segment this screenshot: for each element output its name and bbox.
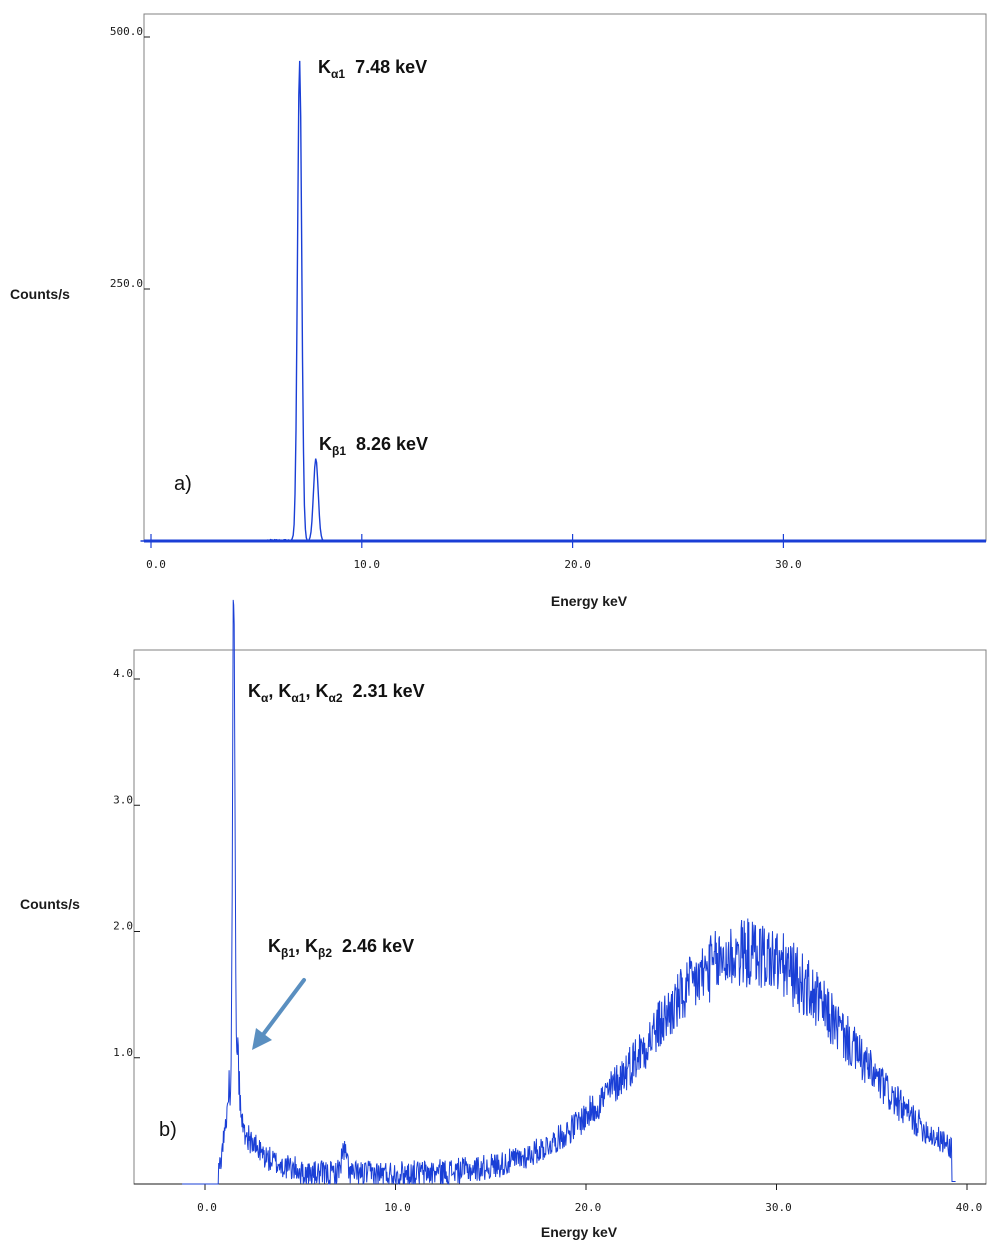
- panel-b-xtick-label: 10.0: [384, 1201, 411, 1214]
- panel-a-xtick-label: 0.0: [146, 558, 166, 571]
- panel-b-ylabel: Counts/s: [20, 896, 80, 912]
- panel-a-spectrum-line: [140, 60, 984, 542]
- panel-b-ytick-label: 4.0: [113, 667, 133, 680]
- panel-a-annotation-k-alpha1: Kα1 7.48 keV: [318, 57, 427, 81]
- panel-a-xtick-label: 10.0: [354, 558, 381, 571]
- panel-b-frame: [133, 649, 987, 1185]
- arrow-shaft: [260, 978, 306, 1038]
- panel-b-ytick-label: 2.0: [113, 920, 133, 933]
- panel-a-xlabel: Energy keV: [551, 593, 628, 609]
- panel-b-chart: 0.0 10.0 20.0 30.0 40.0 1.0 2.0 3.0 4.0 Counts/s…: [20, 599, 987, 1240]
- arrow-head: [252, 1028, 272, 1050]
- panel-b-xtick-label: 20.0: [575, 1201, 602, 1214]
- panel-a-annotation-k-beta1: Kβ1 8.26 keV: [319, 434, 428, 458]
- panel-a-frame: [143, 13, 987, 542]
- panel-b-annotation-k-alpha: Kα, Kα1, Kα2 2.31 keV: [248, 681, 425, 705]
- panel-b-spectrum-line: [182, 599, 956, 1186]
- panel-b-xlabel: Energy keV: [541, 1224, 618, 1240]
- panel-a-ylabel: Counts/s: [10, 286, 70, 302]
- panel-a-ytick-label: 500.0: [110, 25, 143, 38]
- panel-b-xtick-label: 0.0: [197, 1201, 217, 1214]
- panel-b-ticks: 0.0 10.0 20.0 30.0 40.0 1.0 2.0 3.0 4.0: [113, 667, 982, 1214]
- panel-a-label: a): [174, 473, 192, 495]
- panel-b-arrow: [252, 978, 306, 1050]
- panel-a-chart: 0.0 10.0 20.0 30.0 250.0 500.0 Counts/s Energ…: [10, 13, 987, 609]
- panel-a-ticks: 0.0 10.0 20.0 30.0 250.0 500.0: [110, 25, 802, 571]
- panel-a-xtick-label: 20.0: [564, 558, 591, 571]
- panel-b-annotation-k-beta: Kβ1, Kβ2 2.46 keV: [268, 936, 414, 960]
- panel-b-xtick-label: 30.0: [765, 1201, 792, 1214]
- panel-b-ytick-label: 1.0: [113, 1046, 133, 1059]
- panel-b-label: b): [159, 1119, 177, 1141]
- panel-a-xtick-label: 30.0: [775, 558, 802, 571]
- panel-a-ytick-label: 250.0: [110, 277, 143, 290]
- panel-b-xtick-label: 40.0: [956, 1201, 983, 1214]
- panel-b-ytick-label: 3.0: [113, 793, 133, 806]
